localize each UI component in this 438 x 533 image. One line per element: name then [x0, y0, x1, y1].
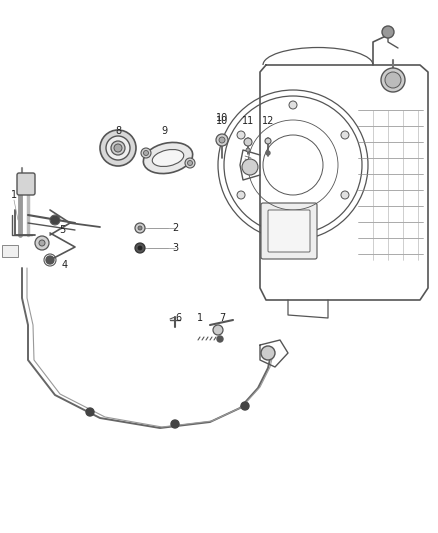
- Circle shape: [217, 336, 223, 342]
- Circle shape: [242, 159, 258, 175]
- Text: 5: 5: [59, 225, 65, 235]
- Circle shape: [244, 138, 252, 146]
- Circle shape: [39, 240, 45, 246]
- FancyBboxPatch shape: [268, 210, 310, 252]
- Circle shape: [265, 138, 271, 144]
- FancyBboxPatch shape: [17, 173, 35, 195]
- Circle shape: [171, 420, 179, 428]
- Circle shape: [219, 137, 225, 143]
- Circle shape: [135, 243, 145, 253]
- Circle shape: [141, 148, 151, 158]
- Circle shape: [111, 141, 125, 155]
- Circle shape: [106, 136, 130, 160]
- Circle shape: [114, 144, 122, 152]
- Ellipse shape: [152, 149, 184, 166]
- Circle shape: [135, 223, 145, 233]
- Text: 12: 12: [262, 116, 274, 126]
- Circle shape: [246, 148, 250, 152]
- Circle shape: [341, 131, 349, 139]
- Text: 3: 3: [172, 243, 178, 253]
- Circle shape: [216, 134, 228, 146]
- Ellipse shape: [143, 142, 193, 174]
- FancyBboxPatch shape: [261, 203, 317, 259]
- Circle shape: [241, 402, 249, 410]
- Circle shape: [100, 130, 136, 166]
- Circle shape: [289, 221, 297, 229]
- Text: 7: 7: [219, 313, 225, 323]
- Circle shape: [185, 158, 195, 168]
- Circle shape: [51, 216, 59, 224]
- Circle shape: [237, 191, 245, 199]
- Circle shape: [187, 160, 192, 166]
- Circle shape: [138, 246, 142, 250]
- Circle shape: [46, 256, 54, 264]
- Text: 4: 4: [62, 260, 68, 270]
- Text: 10: 10: [216, 116, 228, 126]
- Circle shape: [35, 236, 49, 250]
- Circle shape: [237, 131, 245, 139]
- Circle shape: [144, 150, 148, 156]
- Text: 1: 1: [11, 190, 17, 200]
- Circle shape: [266, 151, 270, 155]
- Circle shape: [86, 408, 94, 416]
- Text: 6: 6: [175, 313, 181, 323]
- Circle shape: [213, 325, 223, 335]
- Circle shape: [381, 68, 405, 92]
- Text: 1: 1: [197, 313, 203, 323]
- Text: 9: 9: [161, 126, 167, 136]
- Circle shape: [382, 26, 394, 38]
- Circle shape: [289, 101, 297, 109]
- Circle shape: [385, 72, 401, 88]
- Circle shape: [138, 226, 142, 230]
- Text: 11: 11: [242, 116, 254, 126]
- Circle shape: [261, 346, 275, 360]
- Text: 2: 2: [172, 223, 178, 233]
- FancyBboxPatch shape: [2, 245, 18, 257]
- Circle shape: [341, 191, 349, 199]
- Text: 8: 8: [115, 126, 121, 136]
- Text: 10: 10: [216, 113, 228, 123]
